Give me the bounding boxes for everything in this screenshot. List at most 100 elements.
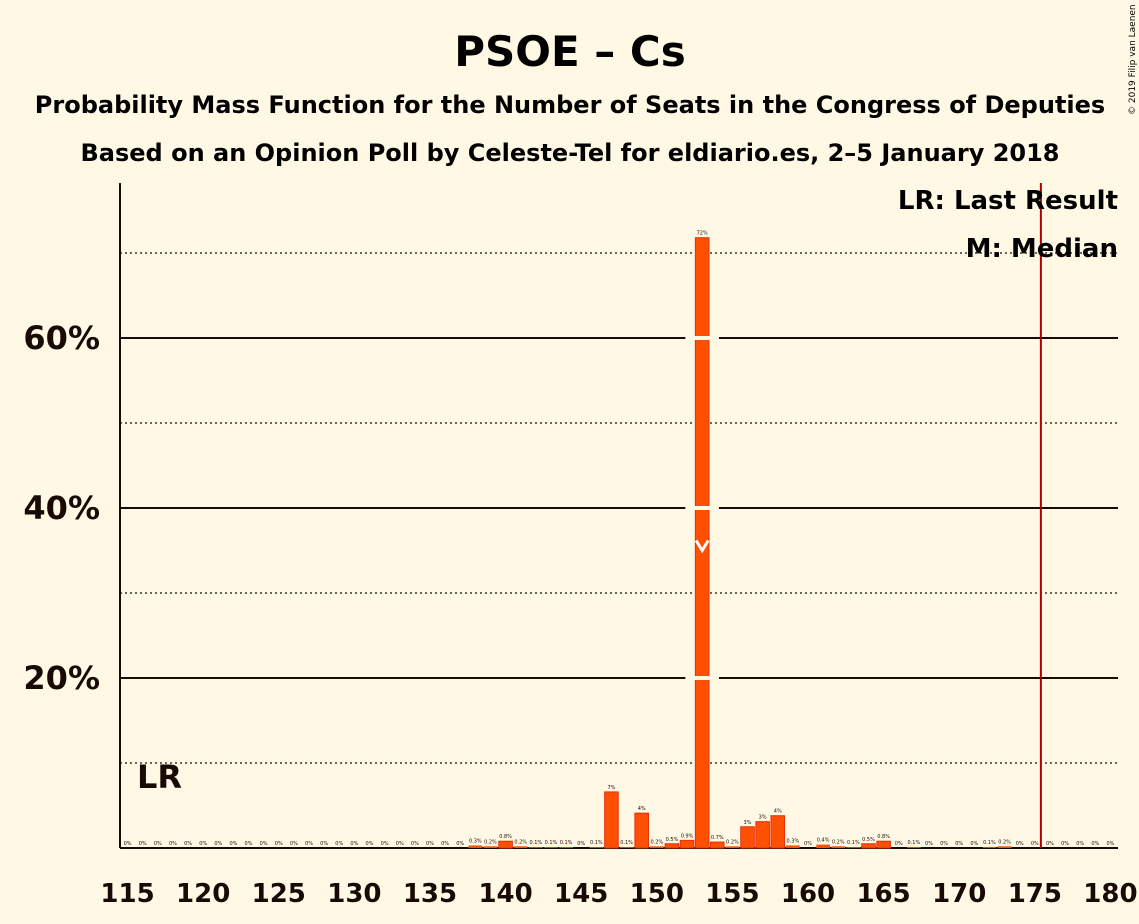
bar-label-178: 0% [1076, 841, 1084, 847]
bar-label-172: 0.1% [983, 840, 996, 846]
bar-label-123: 0% [245, 841, 253, 847]
bar-label-177: 0% [1061, 841, 1069, 847]
bar-outline-147 [604, 791, 619, 849]
bar-label-167: 0.1% [908, 840, 921, 846]
bar-label-141: 0.2% [514, 839, 527, 845]
bar-label-121: 0% [214, 841, 222, 847]
bar-label-153: 72% [697, 231, 708, 237]
x-axis-ticks: 115 120 125 130 135 140 145 150 155 160 165 170 175 1… [100, 879, 1137, 909]
bar-label-155: 0.2% [726, 839, 739, 845]
bar-outline-158 [770, 815, 786, 849]
bar-label-163: 0.1% [847, 840, 860, 846]
bar-label-165: 0.8% [877, 834, 890, 840]
bar-label-176: 0% [1046, 841, 1054, 847]
bar-156 [740, 826, 755, 848]
x-tick-170: 170 [932, 879, 986, 909]
bar-163 [846, 847, 861, 848]
bar-161 [816, 844, 830, 848]
bar-148 [619, 847, 634, 848]
bar-label-161: 0.4% [817, 838, 830, 844]
bar-label-127: 0% [305, 841, 313, 847]
bar-138 [468, 845, 483, 848]
x-tick-140: 140 [478, 879, 532, 909]
x-tick-180: 180 [1083, 879, 1137, 909]
bar-label-136: 0% [441, 841, 449, 847]
chart-title: PSOE – Cs [454, 27, 686, 76]
bar-label-173: 0.2% [998, 839, 1011, 845]
x-tick-165: 165 [856, 879, 910, 909]
bar-label-126: 0% [290, 841, 298, 847]
x-tick-150: 150 [630, 879, 684, 909]
y-tick-20: 20% [23, 659, 100, 697]
bar-label-134: 0% [411, 841, 419, 847]
bar-label-117: 0% [154, 841, 162, 847]
bar-159 [786, 845, 800, 848]
bar-label-158: 4% [774, 809, 782, 815]
bar-label-140: 0.8% [499, 834, 512, 840]
bar-label-128: 0% [320, 841, 328, 847]
bar-outline-140 [498, 840, 513, 849]
last-result-marker: LR [137, 758, 182, 796]
x-tick-120: 120 [176, 879, 230, 909]
bar-label-162: 0.2% [832, 839, 845, 845]
bar-label-119: 0% [184, 841, 192, 847]
bar-147 [604, 791, 619, 848]
bar-label-179: 0% [1091, 841, 1099, 847]
gridline-gap [685, 336, 719, 340]
bars [468, 237, 1012, 849]
bar-label-118: 0% [169, 841, 177, 847]
bar-172 [982, 847, 997, 848]
legend-median: M: Median [966, 234, 1118, 264]
bar-label-171: 0% [970, 841, 978, 847]
x-tick-175: 175 [1008, 879, 1062, 909]
y-axis-ticks: 20% 40% 60% [23, 319, 100, 697]
bar-outline-152 [679, 839, 695, 849]
bar-label-145: 0% [577, 841, 585, 847]
bar-outline-154 [709, 841, 725, 849]
x-tick-155: 155 [705, 879, 759, 909]
bar-label-160: 0% [804, 841, 812, 847]
bar-154 [710, 842, 725, 848]
bar-label-166: 0% [895, 841, 903, 847]
bar-146 [589, 847, 604, 848]
bar-143 [544, 847, 558, 848]
bar-outline-164 [861, 843, 876, 849]
bar-157 [755, 821, 770, 848]
bar-label-156: 3% [744, 820, 752, 826]
bar-label-148: 0.1% [620, 840, 633, 846]
bar-label-115: 0% [124, 841, 132, 847]
bar-label-132: 0% [381, 841, 389, 847]
y-tick-40: 40% [23, 489, 100, 527]
y-tick-60: 60% [23, 319, 100, 357]
bar-label-124: 0% [260, 841, 268, 847]
bar-162 [831, 846, 846, 848]
bar-label-157: 3% [759, 815, 767, 821]
bar-label-159: 0.3% [787, 838, 800, 844]
bar-label-170: 0% [955, 841, 963, 847]
bar-label-135: 0% [426, 841, 434, 847]
x-tick-130: 130 [327, 879, 381, 909]
x-tick-135: 135 [403, 879, 457, 909]
bar-outline-157 [755, 821, 770, 849]
bar-label-144: 0.1% [560, 840, 573, 846]
bar-151 [665, 843, 679, 848]
gridline-gap [685, 676, 719, 680]
bar-label-133: 0% [396, 841, 404, 847]
bar-153 [695, 237, 709, 848]
overlays: LR [137, 183, 1042, 848]
bar-label-169: 0% [940, 841, 948, 847]
x-tick-125: 125 [252, 879, 306, 909]
x-tick-145: 145 [554, 879, 608, 909]
bar-141 [513, 846, 528, 848]
x-tick-160: 160 [781, 879, 835, 909]
bar-173 [997, 846, 1012, 848]
gridline-gap [685, 506, 719, 510]
bar-164 [861, 843, 876, 848]
chart-subtitle: Probability Mass Function for the Number… [35, 91, 1105, 119]
bar-label-180: 0% [1106, 841, 1114, 847]
bar-label-131: 0% [366, 841, 374, 847]
chart-subtitle-poll: Based on an Opinion Poll by Celeste-Tel … [81, 139, 1060, 167]
bar-label-143: 0.1% [545, 840, 558, 846]
median-marker [694, 539, 710, 554]
